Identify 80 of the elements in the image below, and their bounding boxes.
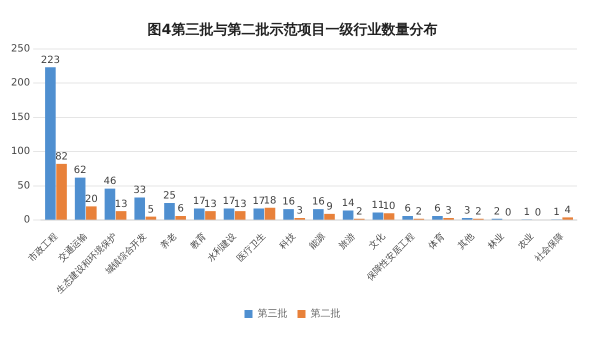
y-tick-label: 0 — [24, 214, 30, 226]
data-label: 0 — [534, 208, 542, 219]
bar — [45, 67, 56, 220]
data-label: 0 — [504, 208, 512, 219]
y-tick-label: 250 — [10, 43, 30, 54]
data-label: 3 — [296, 206, 303, 217]
data-label: 17 — [192, 196, 206, 208]
y-tick-label: 50 — [17, 180, 30, 192]
data-label: 16 — [312, 196, 325, 208]
data-label: 82 — [55, 152, 68, 162]
data-label: 9 — [326, 202, 333, 213]
x-tick-label: 林业 — [485, 230, 506, 252]
x-tick-label: 体育 — [426, 230, 447, 252]
bar — [56, 164, 67, 220]
data-label: 13 — [114, 198, 128, 210]
bar — [283, 209, 294, 220]
data-label: 1 — [553, 206, 560, 218]
y-tick-label: 200 — [10, 78, 30, 89]
data-label: 2 — [475, 206, 482, 218]
bar — [264, 208, 276, 220]
chart-title: 图4第三批与第二批示范项目一级行业数量分布 — [148, 22, 438, 38]
bar — [175, 216, 186, 220]
data-label: 10 — [382, 200, 396, 212]
data-label: 25 — [163, 190, 176, 202]
bar — [313, 209, 324, 220]
data-label: 16 — [282, 196, 295, 208]
data-label: 223 — [40, 54, 60, 66]
x-tick-label: 科技 — [277, 230, 298, 252]
bar — [164, 202, 175, 220]
bar — [205, 211, 216, 220]
x-tick-label: 医疗卫生 — [234, 230, 268, 264]
bar — [372, 212, 384, 220]
bar — [234, 211, 246, 220]
bar — [254, 208, 264, 220]
data-label: 5 — [148, 204, 154, 216]
data-label: 14 — [342, 198, 354, 210]
data-label: 6 — [434, 204, 441, 215]
x-tick-label: 教育 — [188, 230, 209, 252]
x-tick-label: 能源 — [307, 230, 328, 252]
bar — [342, 210, 354, 220]
bar — [384, 213, 394, 220]
data-label: 13 — [234, 198, 247, 210]
bar — [74, 178, 86, 220]
bar — [116, 211, 126, 220]
data-label: 33 — [133, 185, 146, 196]
data-label: 13 — [204, 198, 217, 210]
bar — [194, 208, 205, 220]
bar — [134, 197, 146, 220]
data-label: 3 — [464, 206, 470, 217]
bar — [146, 216, 156, 220]
bar — [324, 214, 335, 220]
data-label: 1 — [524, 206, 530, 218]
data-label: 6 — [404, 204, 411, 215]
data-label: 6 — [177, 204, 184, 215]
x-tick-label: 旅游 — [336, 230, 358, 252]
x-tick-label: 文化 — [366, 230, 388, 252]
bar — [224, 208, 234, 220]
data-label: 3 — [445, 206, 452, 217]
legend-label: 第二批 — [310, 308, 340, 320]
legend-label: 第三批 — [258, 308, 288, 320]
data-label: 2 — [356, 206, 362, 218]
x-tick-label: 其他 — [456, 230, 477, 252]
data-label: 62 — [74, 165, 87, 176]
data-label: 4 — [564, 204, 571, 216]
bar — [104, 188, 116, 220]
data-label: 17 — [252, 196, 266, 208]
data-label: 2 — [416, 206, 422, 218]
y-tick-label: 100 — [10, 146, 30, 158]
data-label: 17 — [222, 196, 236, 208]
bar — [432, 216, 443, 220]
x-tick-label: 市政工程 — [26, 230, 60, 264]
bar — [402, 216, 413, 220]
y-tick-label: 150 — [10, 112, 30, 123]
data-label: 18 — [264, 195, 276, 206]
x-tick-label: 养老 — [158, 230, 179, 252]
data-label: 2 — [494, 206, 500, 218]
data-label: 46 — [104, 176, 116, 188]
data-label: 11 — [372, 200, 384, 212]
data-label: 20 — [84, 194, 98, 205]
bar — [86, 206, 97, 220]
